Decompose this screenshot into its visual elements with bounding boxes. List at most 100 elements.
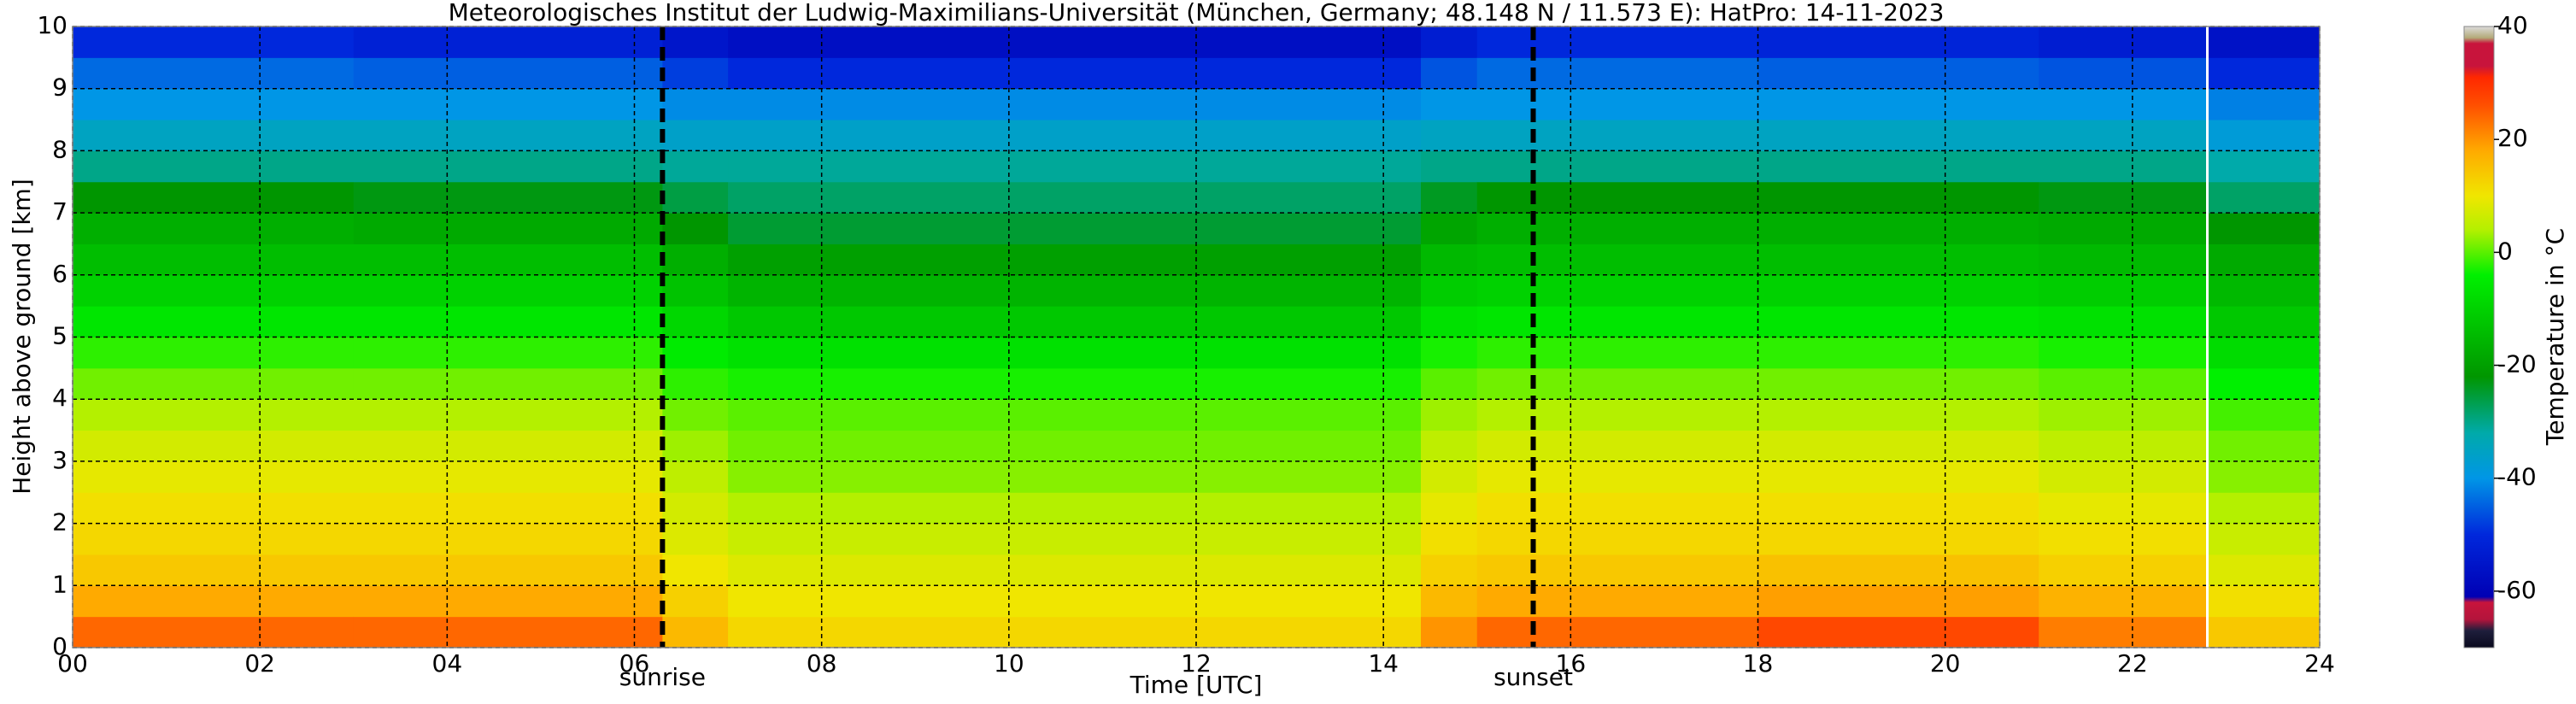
heatmap-cell [1421,120,1478,151]
heatmap-cell [728,26,1010,58]
heatmap-cell [1476,26,1758,58]
x-tick-label: 08 [807,649,837,678]
heatmap-cell [1757,120,2039,151]
heatmap-cell [2207,430,2321,462]
heatmap-cell [2207,26,2321,58]
heatmap-cell [1757,274,2039,307]
heatmap-cell [2039,523,2208,555]
heatmap-cell [1476,616,1758,648]
x-tick-label: 14 [1368,649,1399,678]
heatmap-cell [1476,213,1758,244]
heatmap-cell [1757,430,2039,462]
heatmap-cell [662,181,729,214]
heatmap-cell [1421,430,1478,462]
heatmap-cell [1476,430,1758,462]
y-tick-label: 3 [52,446,67,474]
heatmap-cell [2207,616,2321,648]
heatmap-cell [73,367,355,400]
heatmap-cell [1421,554,1478,586]
heatmap-cell [1008,274,1422,307]
heatmap-cell [73,585,355,618]
heatmap-cell [1421,150,1478,183]
heatmap-cell [728,367,1010,400]
y-tick-label: 0 [52,632,67,660]
heatmap-cell [662,26,729,58]
y-tick-label: 10 [37,11,67,39]
heatmap-cell [73,399,355,431]
x-tick-label: 10 [994,649,1024,678]
y-tick-label: 9 [52,73,67,102]
heatmap-cell [662,243,729,276]
heatmap-cell [728,585,1010,618]
heatmap-cell [1421,274,1478,307]
heatmap-cell [2039,57,2208,90]
heatmap-cell [353,243,663,276]
heatmap-cell [1421,243,1478,276]
heatmap-cell [1008,88,1422,120]
heatmap-cell [728,337,1010,369]
heatmap-cell [728,616,1010,648]
heatmap-cell [728,461,1010,493]
heatmap-cell [2039,274,2208,307]
heatmap-cell [1008,492,1422,525]
heatmap-cell [73,150,355,183]
heatmap-cell [1476,243,1758,276]
heatmap-cell [2039,26,2208,58]
heatmap-cell [662,461,729,493]
y-tick-label: 6 [52,260,67,288]
heatmap-cell [2039,120,2208,151]
heatmap-cell [1008,367,1422,400]
colorbar-label: Temperature in °C [2541,228,2569,446]
heatmap-cell [73,213,355,244]
heatmap-cell [73,616,355,648]
heatmap-cell [662,399,729,431]
heatmap-cell [1757,243,2039,276]
y-tick-label: 2 [52,508,67,537]
heatmap-cell [662,306,729,337]
heatmap-cell [1757,616,2039,648]
heatmap-cell [73,337,355,369]
heatmap-cell [73,120,355,151]
heatmap-cell [73,88,355,120]
chart-title: Meteorologisches Institut der Ludwig-Max… [449,0,1945,26]
heatmap-cell [662,554,729,586]
heatmap-cell [73,430,355,462]
heatmap-cell [1008,399,1422,431]
y-tick-label: 8 [52,135,67,163]
heatmap-cell [2039,306,2208,337]
heatmap-cell [353,461,663,493]
x-tick-label: 24 [2304,649,2335,678]
heatmap-cell [1421,616,1478,648]
heatmap-cell [353,430,663,462]
heatmap-cell [1476,367,1758,400]
heatmap-cell [353,337,663,369]
heatmap-cell [728,57,1010,90]
heatmap-cell [353,523,663,555]
heatmap-cell [73,274,355,307]
heatmap-cell [2207,57,2321,90]
heatmap-cell [1421,306,1478,337]
heatmap-cell [662,337,729,369]
colorbar-tick-label: -60 [2497,576,2537,604]
heatmap-cell [2207,461,2321,493]
x-tick-label: 12 [1181,649,1212,678]
heatmap-cell [728,430,1010,462]
y-tick-label: 4 [52,384,67,412]
heatmap-cell [2207,523,2321,555]
heatmap-cell [1757,306,2039,337]
heatmap-cell [662,57,729,90]
heatmap-cell [73,523,355,555]
heatmap-cell [353,554,663,586]
heatmap-cell [2039,430,2208,462]
heatmap-cell [1476,461,1758,493]
heatmap-cell [1476,337,1758,369]
heatmap-cell [1757,461,2039,493]
heatmap-cell [1421,88,1478,120]
heatmap-cell [73,243,355,276]
heatmap-cell [728,399,1010,431]
heatmap-cell [73,26,355,58]
heatmap-cell [2207,306,2321,337]
x-axis-label: Time [UTC] [1130,671,1263,699]
x-tick-label: 20 [1930,649,1961,678]
heatmap-cell [1421,57,1478,90]
